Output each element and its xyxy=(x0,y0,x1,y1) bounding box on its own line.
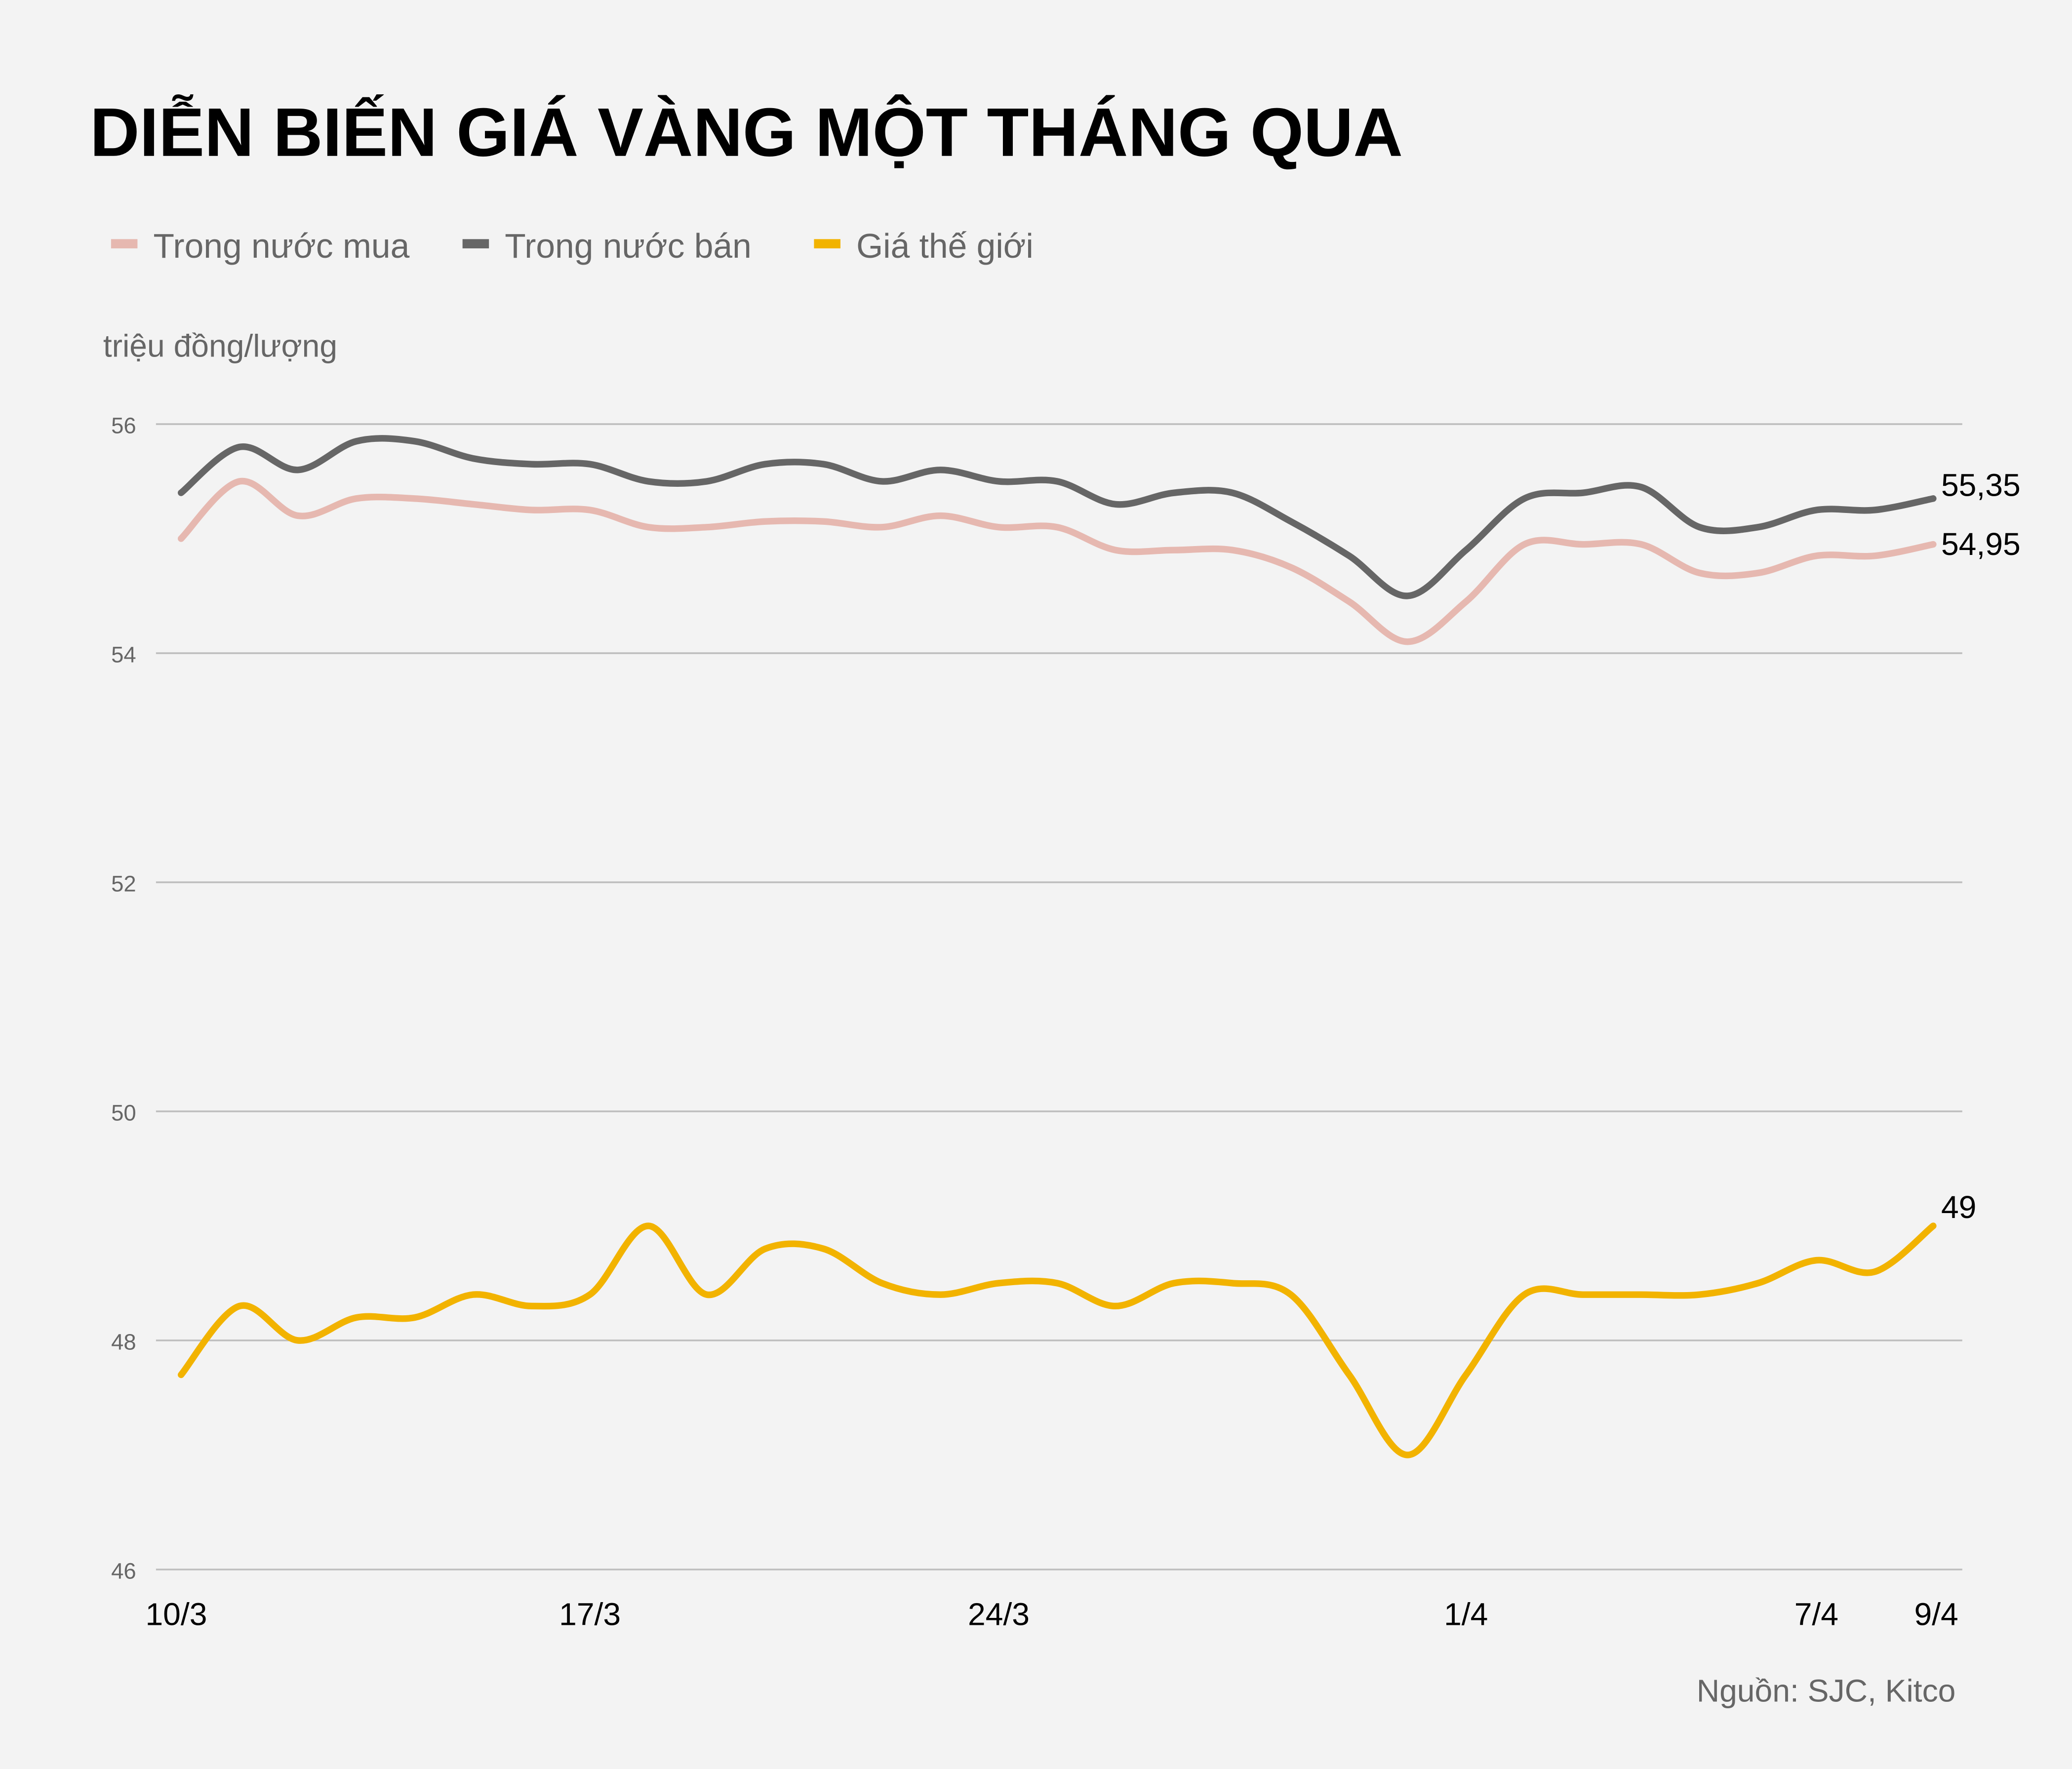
legend-swatch xyxy=(814,239,840,249)
x-tick-label: 1/4 xyxy=(1444,1596,1488,1632)
legend: Trong nước mua Trong nước bán Giá thế giới xyxy=(111,227,1034,265)
end-value-label: 54,95 xyxy=(1941,526,2021,562)
y-tick-label: 54 xyxy=(111,642,136,668)
y-tick-label: 52 xyxy=(111,871,136,897)
x-tick-label: 17/3 xyxy=(559,1596,621,1632)
source-note: Nguồn: SJC, Kitco xyxy=(1697,1673,1956,1709)
series-line-3 xyxy=(178,1222,1937,1458)
y-axis-label: triệu đồng/lượng xyxy=(103,328,337,363)
end-value-label: 49 xyxy=(1941,1189,1976,1225)
legend-swatch xyxy=(462,239,489,249)
legend-label: Trong nước mua xyxy=(154,227,410,265)
x-tick-label: 9/4 xyxy=(1914,1596,1958,1632)
y-tick-label: 48 xyxy=(111,1330,136,1355)
x-tick-label: 10/3 xyxy=(145,1596,207,1632)
y-tick-label: 46 xyxy=(111,1559,136,1584)
legend-swatch xyxy=(111,239,138,249)
chart-title: DIỄN BIẾN GIÁ VÀNG MỘT THÁNG QUA xyxy=(90,94,1403,171)
y-tick-label: 56 xyxy=(111,413,136,438)
x-tick-label: 24/3 xyxy=(968,1596,1030,1632)
legend-label: Giá thế giới xyxy=(856,227,1034,265)
series-line-2 xyxy=(178,435,1937,599)
end-value-label: 55,35 xyxy=(1941,467,2021,503)
y-tick-label: 50 xyxy=(111,1101,136,1126)
legend-label: Trong nước bán xyxy=(505,227,752,265)
series-lines xyxy=(178,435,1937,1458)
end-labels: 54,95 55,35 49 xyxy=(1941,467,2021,1224)
series-line-1 xyxy=(178,477,1937,645)
x-tick-label: 7/4 xyxy=(1794,1596,1838,1632)
x-axis: 10/3 17/3 24/3 1/4 7/4 9/4 xyxy=(145,1596,1958,1632)
grid: 46 48 50 52 54 56 xyxy=(111,413,1962,1584)
